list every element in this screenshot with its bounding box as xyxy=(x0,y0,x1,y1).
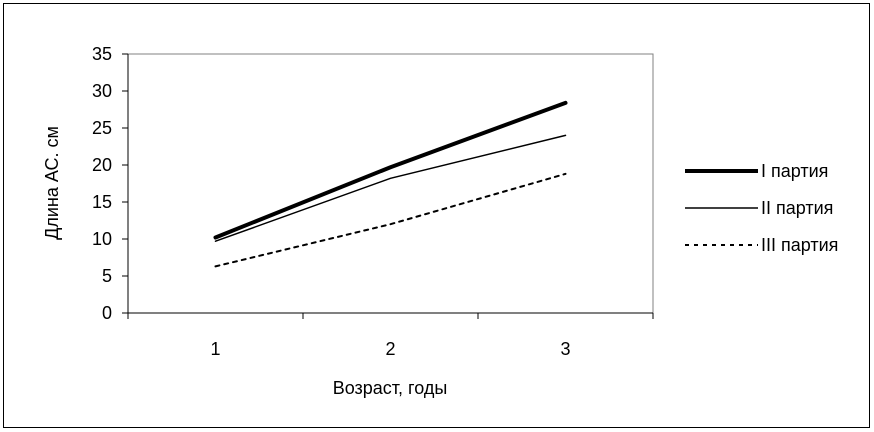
y-tick-label: 35 xyxy=(92,44,112,64)
y-tick-label: 10 xyxy=(92,229,112,249)
x-tick-label: 3 xyxy=(560,339,570,359)
x-tick-label: 2 xyxy=(385,339,395,359)
y-tick-label: 25 xyxy=(92,118,112,138)
legend-label-3: III партия xyxy=(761,235,838,255)
y-tick-label: 20 xyxy=(92,155,112,175)
y-tick-label: 0 xyxy=(102,303,112,323)
series-line-2 xyxy=(214,134,567,242)
series-layer xyxy=(213,100,568,268)
legend-label-1: I партия xyxy=(761,161,828,181)
y-tick-label: 15 xyxy=(92,192,112,212)
legend: I партия II партия III партия xyxy=(685,161,838,255)
y-tick-label: 30 xyxy=(92,81,112,101)
y-axis: 0 5 10 15 20 25 30 35 xyxy=(92,44,129,323)
x-tick-label: 1 xyxy=(210,339,220,359)
series-line-1 xyxy=(213,100,568,240)
legend-label-2: II партия xyxy=(761,198,833,218)
series-line-3 xyxy=(214,172,567,268)
y-tick-label: 5 xyxy=(102,266,112,286)
y-axis-label: Длина АС. см xyxy=(42,126,62,240)
x-axis: 1 2 3 xyxy=(127,312,654,359)
plot-area xyxy=(127,53,654,314)
x-axis-label: Возраст, годы xyxy=(333,378,448,398)
